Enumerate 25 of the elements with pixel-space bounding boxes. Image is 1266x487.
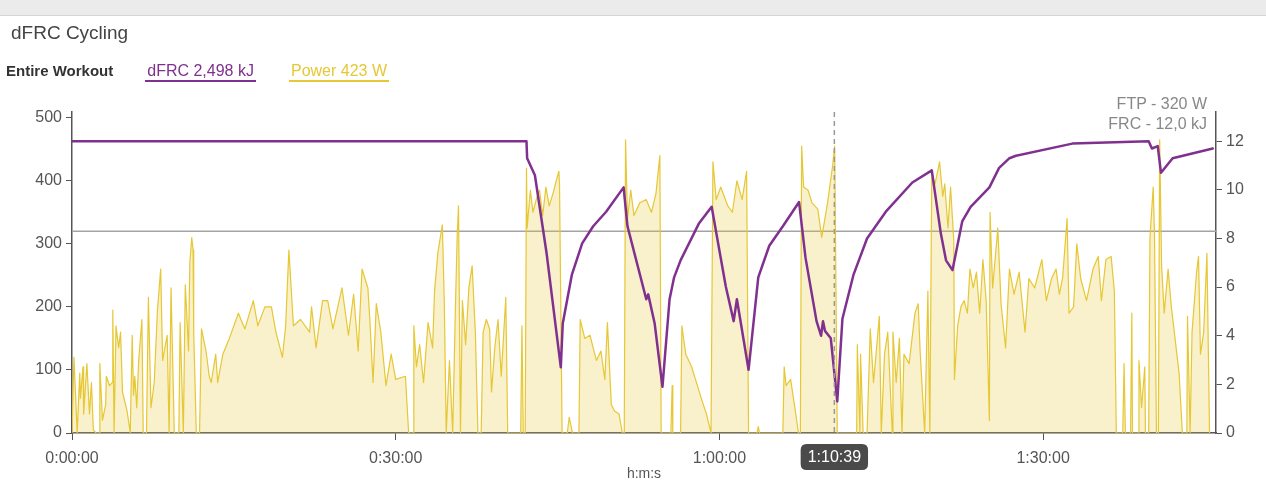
legend-title: Entire Workout [6, 62, 114, 79]
y2-tick-label: 8 [1226, 228, 1235, 246]
y2-tick-label: 0 [1226, 423, 1235, 441]
x-axis-title: h:m:s [626, 465, 662, 482]
x-tick-label: 0:00:00 [45, 449, 99, 467]
y2-tick-label: 10 [1226, 180, 1244, 198]
y-tick-label: 0 [53, 423, 63, 441]
x-tick-label: 1:30:00 [1016, 449, 1070, 467]
text: dFRC 2,498 kJ [145, 62, 256, 82]
x-tick-label: 1:00:00 [692, 449, 747, 467]
y2-tick-label: 4 [1226, 326, 1235, 344]
ref-line-label: 1:10:39 [807, 448, 862, 466]
chart-title: dFRC Cycling [11, 21, 129, 44]
y-tick-label: 200 [35, 297, 63, 315]
y-tick-label: 100 [35, 360, 63, 378]
annotation: FRC - 12,0 kJ [1108, 115, 1207, 133]
x-tick-label: 0:30:00 [369, 449, 423, 467]
y-tick-label: 500 [35, 108, 63, 126]
y-tick-label: 400 [35, 171, 63, 189]
y2-tick-label: 12 [1226, 131, 1244, 149]
y2-tick-label: 6 [1226, 277, 1235, 295]
y-tick-label: 300 [35, 234, 63, 252]
text: Power 423 W [288, 62, 389, 82]
annotation: FTP - 320 W [1116, 95, 1208, 113]
y2-tick-label: 2 [1226, 374, 1235, 392]
